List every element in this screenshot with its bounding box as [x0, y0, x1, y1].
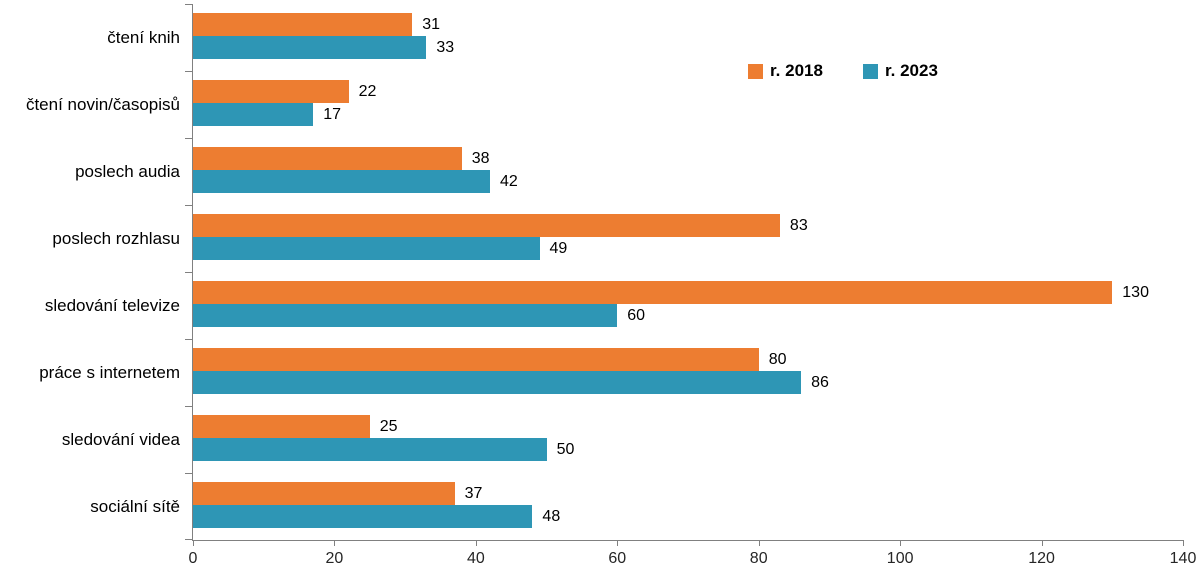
value-label: 80	[768, 350, 787, 368]
category-label: sledování videa	[61, 429, 180, 449]
bar-r-2018	[193, 146, 462, 170]
legend-swatch-2023-icon	[862, 63, 878, 79]
category-label: poslech rozhlasu	[52, 228, 180, 248]
value-label: 22	[358, 82, 377, 100]
bar-r-2018	[193, 414, 370, 438]
value-label: 60	[627, 306, 646, 324]
bar-r-2023	[193, 370, 802, 394]
x-axis-tick	[193, 540, 194, 546]
y-axis-tick	[185, 339, 193, 340]
category-label: čtení novin/časopisů	[25, 94, 180, 114]
x-tick-label: 100	[886, 550, 914, 567]
bar-r-2018	[193, 12, 413, 36]
legend: r. 2018 r. 2023	[748, 61, 938, 81]
legend-label-2023: r. 2023	[884, 61, 938, 80]
y-axis-tick	[185, 71, 193, 72]
x-tick-label: 60	[608, 550, 627, 567]
legend-swatch-2018-icon	[748, 63, 763, 79]
value-label: 86	[811, 373, 829, 391]
value-label: 31	[422, 15, 440, 33]
bar-r-2023	[193, 236, 540, 260]
value-label: 48	[542, 507, 561, 525]
bar-r-2018	[193, 347, 759, 371]
x-axis-tick	[758, 540, 760, 546]
legend-label-2018: r. 2018	[770, 61, 823, 80]
x-axis-tick	[1183, 540, 1184, 546]
value-label: 42	[500, 172, 518, 190]
bar-r-2023	[193, 35, 427, 59]
plot-area: 31 33 22 17 38 42 83 49 130 60 80 86 25 50 37 48 0 20 40 60…	[185, 4, 1196, 567]
bar-r-2018	[193, 79, 349, 103]
bar-r-2023	[193, 437, 547, 461]
x-axis-tick	[1041, 540, 1043, 546]
value-label: 33	[436, 38, 455, 56]
value-label: 25	[379, 417, 398, 435]
bar-r-2023	[193, 169, 490, 193]
legend-item-2018: r. 2018	[748, 61, 823, 81]
x-tick-label: 140	[1169, 550, 1197, 567]
y-axis-tick	[185, 473, 193, 474]
value-label: 50	[556, 440, 575, 458]
y-axis-tick	[185, 539, 193, 540]
bar-r-2018	[193, 481, 455, 505]
value-label: 17	[323, 105, 341, 123]
y-axis-tick	[185, 205, 193, 206]
y-axis-tick	[185, 138, 193, 139]
x-tick-label: 80	[749, 550, 768, 567]
value-label: 130	[1122, 283, 1149, 301]
category-label: práce s internetem	[39, 362, 180, 382]
x-tick-label: 20	[325, 550, 344, 567]
value-label: 83	[789, 216, 808, 234]
category-label: poslech audia	[75, 161, 180, 181]
bar-r-2023	[193, 303, 618, 327]
x-axis-tick	[617, 540, 619, 546]
x-tick-label: 120	[1028, 550, 1055, 567]
y-axis-tick	[185, 272, 193, 273]
category-label: sociální sítě	[90, 496, 180, 516]
value-label: 37	[464, 484, 483, 502]
y-axis-tick	[185, 4, 193, 5]
category-label: čtení knih	[107, 27, 180, 47]
x-axis-tick	[334, 540, 336, 546]
bar-r-2023	[193, 102, 314, 126]
bar-r-2023	[193, 504, 533, 528]
x-tick-label: 0	[188, 550, 198, 567]
x-axis-tick	[900, 540, 902, 546]
value-label: 49	[549, 239, 568, 257]
x-tick-label: 40	[466, 550, 485, 567]
bar-r-2018	[193, 213, 780, 237]
bar-r-2018	[193, 280, 1113, 304]
y-axis-tick	[185, 406, 193, 407]
legend-item-2023: r. 2023	[862, 61, 938, 81]
value-label: 38	[471, 149, 490, 167]
category-label: sledování televize	[44, 295, 180, 315]
x-axis-tick	[475, 540, 477, 546]
